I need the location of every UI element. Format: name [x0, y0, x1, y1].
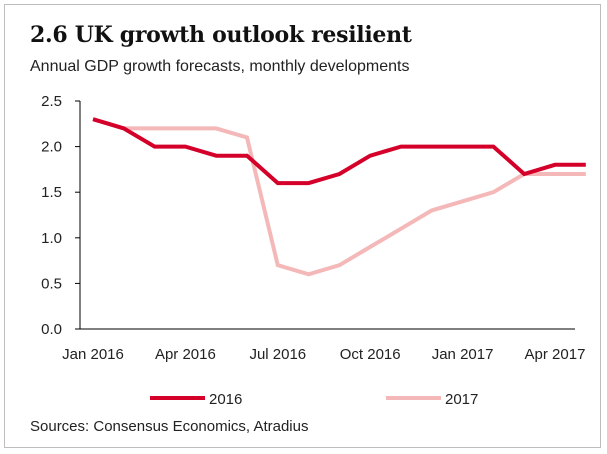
- x-tick-label: Jan 2017: [432, 346, 494, 363]
- legend-label-2016: 2016: [209, 391, 242, 408]
- y-tick-label: 2.0: [41, 139, 62, 156]
- y-tick-label: 0.0: [41, 321, 62, 338]
- x-tick-label: Oct 2016: [340, 346, 401, 363]
- x-axis: Jan 2016 Apr 2016 Jul 2016 Oct 2016 Jan 2017…: [62, 328, 586, 363]
- series-line-2017: [92, 117, 586, 277]
- source-note: Sources: Consensus Economics, Atradius: [30, 418, 309, 435]
- x-tick-label: Apr 2017: [525, 346, 586, 363]
- y-tick-label: 2.5: [41, 93, 62, 110]
- x-tick-label: Jan 2016: [62, 346, 124, 363]
- y-tick-label: 0.5: [41, 275, 62, 292]
- series-line-2016: [92, 117, 586, 186]
- y-axis: 0.0 0.5 1.0 1.5 2.0 2.5: [41, 93, 81, 338]
- x-tick-label: Apr 2016: [155, 346, 216, 363]
- series-lines: [92, 117, 586, 277]
- chart-frame: [4, 4, 601, 448]
- chart-title: 2.6 UK growth outlook resilient: [30, 22, 412, 48]
- y-tick-label: 1.0: [41, 230, 62, 247]
- x-tick-label: Jul 2016: [249, 346, 306, 363]
- legend-label-2017: 2017: [445, 391, 478, 408]
- y-tick-label: 1.5: [41, 184, 62, 201]
- legend: 2016 2017: [150, 391, 478, 408]
- chart-subtitle: Annual GDP growth forecasts, monthly dev…: [30, 58, 410, 75]
